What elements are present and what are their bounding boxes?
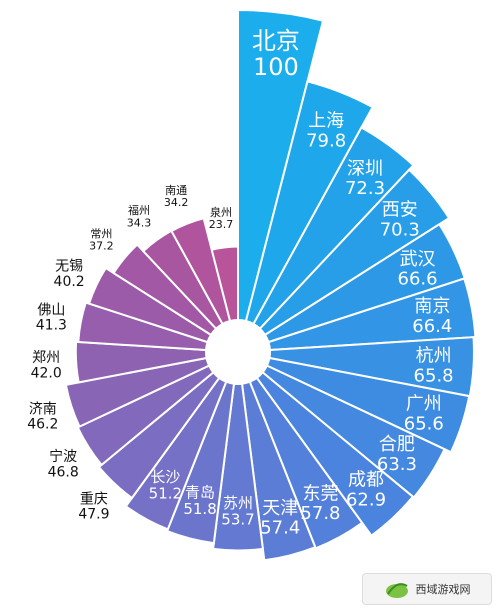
value-label-8: 65.6 — [404, 413, 444, 434]
value-label-14: 51.8 — [183, 500, 216, 518]
category-label-20: 佛山 — [37, 302, 65, 318]
value-label-3: 72.3 — [345, 178, 385, 199]
category-label-25: 泉州 — [210, 205, 232, 219]
value-label-7: 65.8 — [414, 365, 454, 386]
category-label-17: 宁波 — [49, 448, 77, 465]
category-label-22: 常州 — [90, 227, 112, 240]
category-label-15: 长沙 — [150, 468, 180, 486]
watermark: 西域游戏网 — [362, 573, 492, 605]
category-label-5: 武汉 — [400, 249, 436, 270]
category-label-16: 重庆 — [80, 491, 108, 507]
value-label-22: 37.2 — [89, 239, 114, 252]
leaf-logo-icon — [385, 583, 408, 598]
category-label-13: 苏州 — [223, 494, 253, 512]
value-label-15: 51.2 — [149, 484, 182, 502]
value-label-1: 100 — [253, 53, 299, 81]
category-label-6: 南京 — [414, 296, 450, 317]
value-label-25: 23.7 — [209, 218, 234, 231]
category-label-10: 成都 — [348, 470, 384, 491]
category-label-8: 广州 — [406, 394, 442, 415]
category-label-24: 南通 — [165, 184, 187, 197]
category-label-3: 深圳 — [347, 158, 383, 179]
watermark-text: 西域游戏网 — [415, 583, 471, 596]
value-label-19: 42.0 — [31, 365, 62, 381]
center-hole — [206, 320, 270, 384]
value-label-12: 57.4 — [260, 518, 300, 539]
category-label-1: 北京 — [252, 27, 300, 55]
value-label-13: 53.7 — [221, 511, 254, 529]
category-label-19: 郑州 — [32, 350, 60, 366]
value-label-9: 63.3 — [377, 454, 417, 475]
value-label-5: 66.6 — [398, 269, 438, 290]
category-label-7: 杭州 — [416, 346, 452, 367]
value-label-23: 34.3 — [127, 216, 152, 229]
category-label-11: 东莞 — [302, 483, 338, 504]
value-label-2: 79.8 — [306, 131, 346, 152]
value-label-10: 62.9 — [346, 489, 386, 510]
value-label-21: 40.2 — [54, 274, 85, 290]
category-label-4: 西安 — [382, 199, 418, 220]
value-label-18: 46.2 — [27, 417, 58, 433]
value-label-4: 70.3 — [380, 219, 420, 240]
category-label-18: 济南 — [29, 401, 57, 417]
value-label-24: 34.2 — [164, 196, 189, 209]
category-label-14: 青岛 — [185, 484, 215, 502]
value-label-20: 41.3 — [36, 318, 67, 334]
value-label-6: 66.4 — [412, 316, 452, 337]
value-label-11: 57.8 — [300, 503, 340, 524]
value-label-16: 47.9 — [78, 507, 109, 523]
category-label-9: 合肥 — [379, 434, 415, 455]
category-label-23: 福州 — [128, 203, 150, 217]
category-label-2: 上海 — [308, 111, 344, 132]
category-label-12: 天津 — [262, 498, 298, 519]
value-label-17: 46.8 — [48, 464, 79, 480]
category-label-21: 无锡 — [55, 258, 83, 274]
labels-group: 北京100上海79.8深圳72.3西安70.3武汉66.6南京66.4杭州65.… — [27, 27, 453, 539]
